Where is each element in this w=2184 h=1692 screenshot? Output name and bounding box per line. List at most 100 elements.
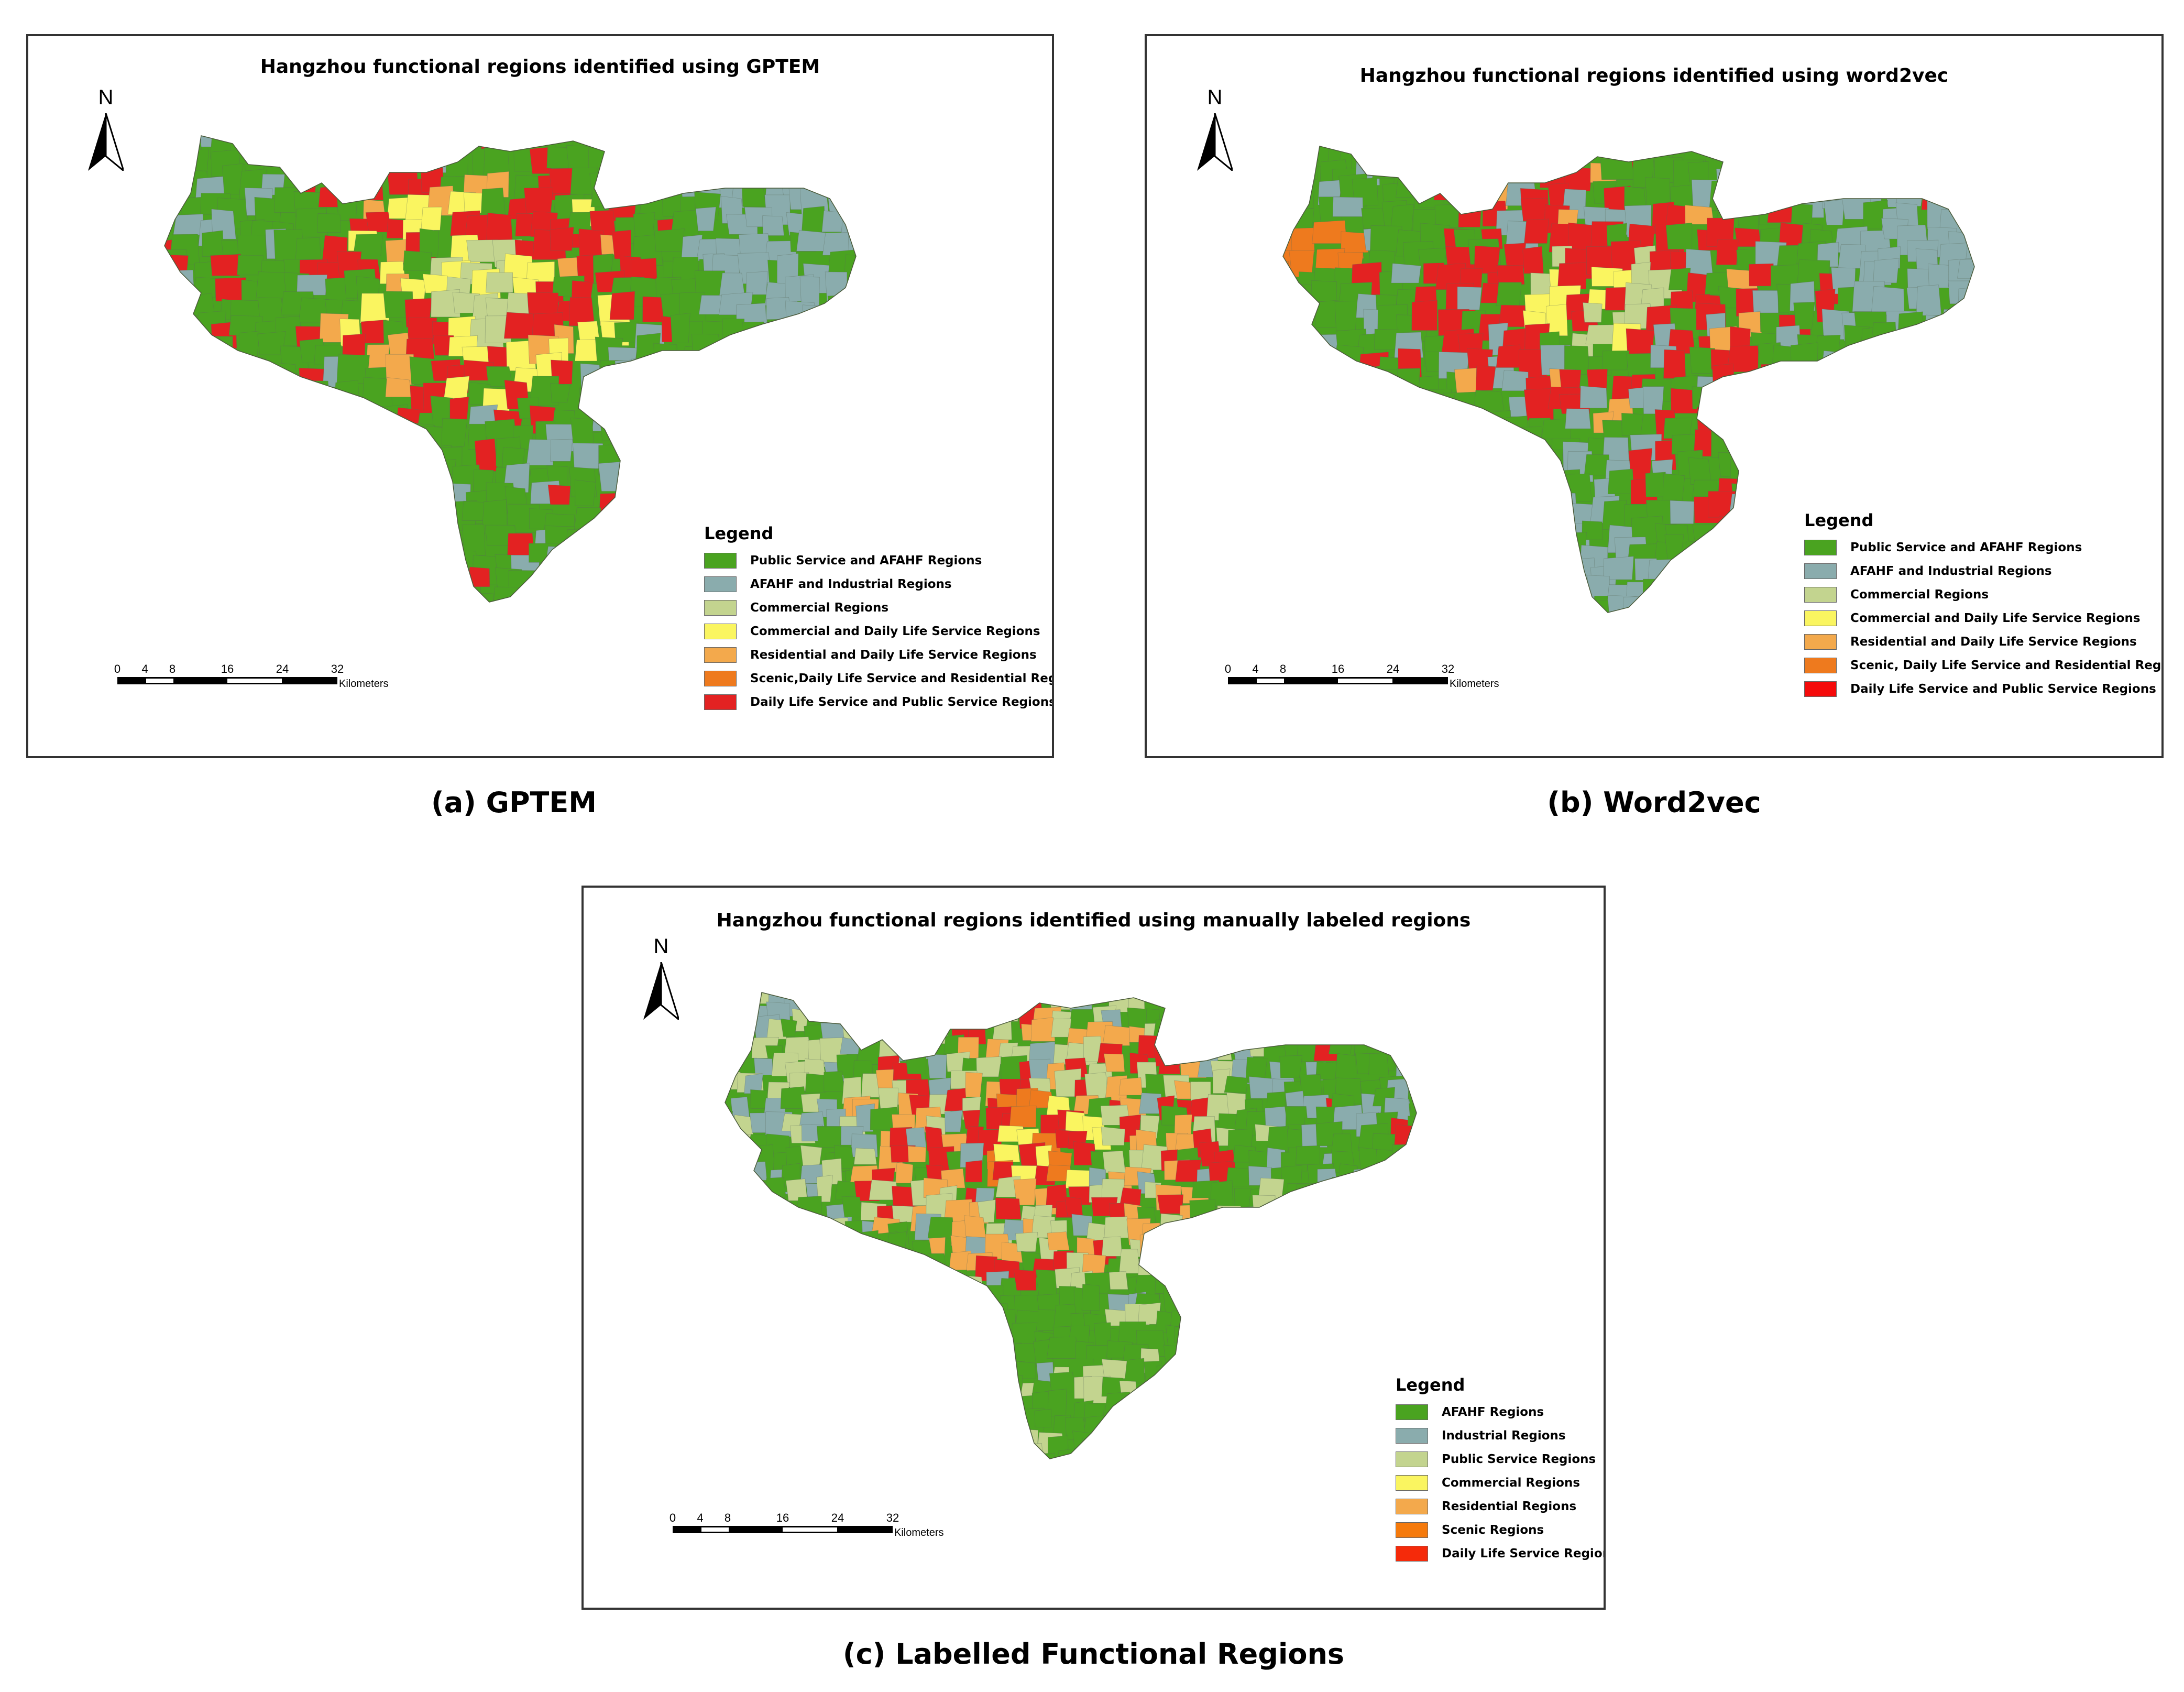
map-region [969, 1468, 987, 1491]
map-region [842, 352, 856, 376]
map-region [1943, 427, 1971, 447]
map-region [781, 384, 808, 409]
map-region [1102, 1151, 1126, 1173]
map-region [1322, 1365, 1343, 1392]
map-region [1440, 497, 1470, 531]
map-region [1793, 302, 1815, 330]
map-region [1377, 534, 1409, 557]
map-region [725, 1168, 739, 1187]
map-region [1519, 427, 1543, 449]
map-region [1158, 1003, 1179, 1030]
map-region [1287, 1427, 1307, 1444]
map-region [1844, 452, 1867, 485]
map-region [951, 1292, 972, 1320]
map-region [200, 457, 226, 483]
map-region [1457, 286, 1482, 310]
map-region [1245, 1371, 1264, 1398]
map-region [550, 227, 574, 251]
map-region [243, 387, 269, 408]
map-region [905, 1358, 932, 1383]
map-region [1463, 533, 1489, 562]
map-region [1000, 1401, 1026, 1418]
map-region [1358, 567, 1387, 587]
map-region [1357, 1363, 1380, 1391]
map-region [731, 1249, 756, 1276]
legend-item: Residential Regions [1396, 1494, 1604, 1518]
map-region [360, 406, 386, 437]
map-region [826, 1241, 846, 1265]
map-region [1370, 627, 1389, 649]
map-region [744, 1326, 767, 1353]
map-region [1124, 1447, 1148, 1459]
map-region [305, 396, 335, 422]
map-region [570, 418, 594, 447]
map-region [788, 136, 814, 149]
map-region [693, 483, 716, 515]
legend-swatch [1804, 657, 1837, 673]
map-region [842, 1273, 867, 1290]
map-region [1354, 1272, 1377, 1289]
map-region [1668, 581, 1695, 607]
map-region [232, 449, 264, 472]
map-region [1376, 563, 1401, 586]
map-region [839, 186, 856, 212]
map-region [891, 1394, 918, 1417]
map-region [1522, 575, 1550, 598]
map-region [1267, 1270, 1291, 1291]
map-region [1649, 604, 1671, 613]
map-region [322, 402, 348, 424]
map-region [984, 1447, 1007, 1459]
map-region [199, 443, 227, 477]
map-region [1340, 1274, 1358, 1301]
map-region [1479, 556, 1502, 577]
map-region [1776, 431, 1799, 454]
map-region [788, 1434, 809, 1458]
map-region [1560, 473, 1592, 503]
map-region [596, 534, 618, 560]
map-region [1765, 146, 1798, 168]
legend-swatch [1804, 539, 1837, 555]
map-region [1404, 411, 1434, 433]
map-region [358, 564, 390, 596]
map-region [1414, 564, 1440, 595]
map-region [1197, 1399, 1217, 1420]
map-region [264, 542, 295, 565]
map-region [344, 461, 371, 484]
map-region [941, 1470, 963, 1494]
map-region [1791, 389, 1817, 414]
map-region [673, 403, 702, 432]
map-region [594, 136, 621, 148]
map-region [1296, 1145, 1321, 1165]
map-region [749, 1401, 766, 1423]
map-region [1101, 1126, 1125, 1146]
map-region [1192, 1028, 1214, 1045]
map-region [853, 1148, 877, 1165]
map-region [386, 465, 420, 495]
map-region [631, 357, 651, 386]
map-region [914, 992, 938, 1012]
map-region [1373, 1205, 1399, 1232]
map-region [930, 1374, 953, 1401]
map-region [725, 1238, 729, 1264]
map-region [1970, 147, 1974, 172]
map-region [188, 486, 222, 514]
map-region [725, 1402, 733, 1420]
map-region [769, 1219, 789, 1244]
map-region [1458, 205, 1481, 227]
map-region [914, 1289, 937, 1309]
map-region [1334, 1307, 1356, 1333]
map-region [945, 1110, 963, 1132]
map-region [1565, 408, 1591, 429]
map-region [1841, 429, 1865, 451]
map-region [858, 1470, 883, 1490]
map-region [326, 481, 353, 504]
legend-item: Public Service and AFAHF Regions [704, 549, 1052, 572]
map-region [1395, 499, 1424, 524]
map-region [981, 1464, 1003, 1483]
map-region [1373, 1322, 1396, 1340]
map-region [819, 442, 846, 464]
map-region [1286, 328, 1316, 350]
map-region [1518, 146, 1546, 162]
map-region [888, 1437, 915, 1459]
map-region [1103, 1413, 1132, 1436]
